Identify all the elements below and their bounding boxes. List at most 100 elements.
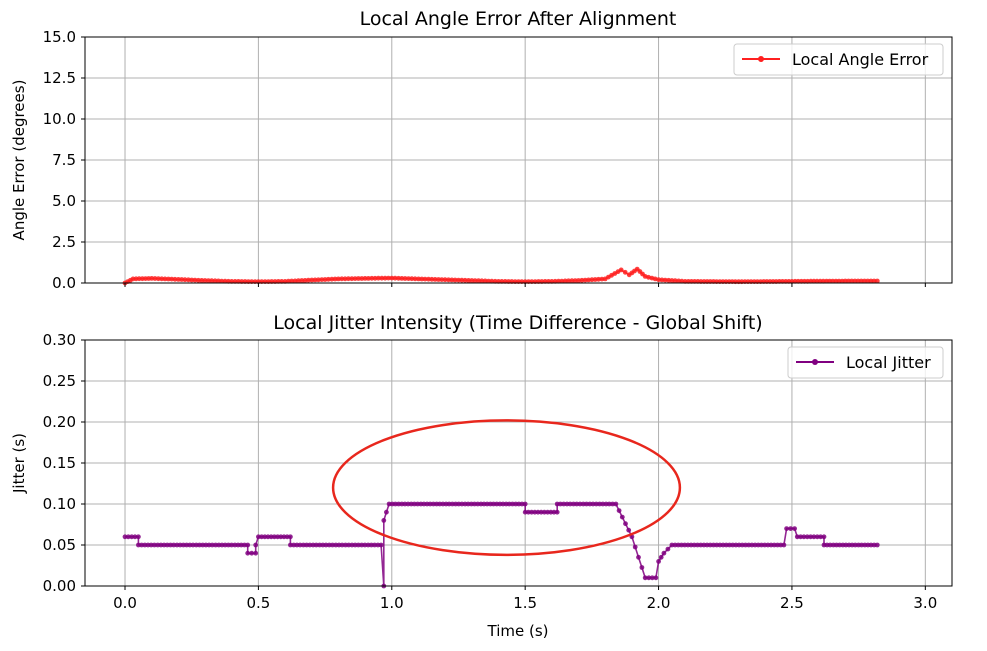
jitter-data-point (152, 542, 157, 548)
jitter-data-point (558, 501, 563, 507)
jitter-y-tick-label: 0.10 (43, 495, 76, 513)
jitter-data-point (626, 527, 632, 533)
jitter-data-point (313, 542, 319, 548)
angle-error-legend-box (733, 43, 944, 76)
jitter-x-tick-label: 0.5 (246, 594, 270, 612)
jitter-title: Local Jitter Intensity (Time Difference … (273, 312, 762, 334)
jitter-data-point (616, 508, 622, 513)
jitter-data-point (132, 534, 138, 540)
angle-error-data-point (622, 269, 628, 275)
jitter-y-ticks: 0.00 0.05 0.10 0.15 0.20 0.25 0.30 (43, 331, 85, 595)
jitter-data-point (561, 501, 567, 507)
jitter-legend-marker (812, 359, 818, 365)
highlight-ellipse-layer (331, 419, 682, 557)
jitter-data-point (610, 501, 615, 507)
jitter-data-point (584, 501, 589, 507)
angle-error-data-point (472, 278, 478, 283)
angle-error-data-point (336, 276, 341, 282)
angle-error-data-point (346, 276, 351, 282)
jitter-y-tick-label: 0.30 (43, 331, 76, 349)
jitter-data-point (600, 501, 606, 507)
jitter-data-point (821, 534, 827, 540)
jitter-data-point (245, 542, 251, 548)
jitter-y-label: Jitter (s) (10, 433, 28, 494)
angle-error-data-point (379, 275, 385, 281)
jitter-data-point (623, 521, 628, 527)
angle-error-data-point (422, 276, 428, 282)
jitter-data-point (288, 534, 293, 540)
angle-error-data-point (289, 278, 295, 284)
jitter-legend-box (787, 346, 944, 379)
angle-error-data-point (369, 275, 375, 281)
angle-error-y-tick-label: 7.5 (52, 151, 76, 169)
jitter-data-point (567, 501, 573, 507)
jitter-x-tick-label: 1.5 (513, 594, 537, 612)
angle-error-data-point (412, 276, 418, 282)
angle-error-data-point (452, 277, 458, 283)
jitter-data-point (253, 550, 259, 556)
jitter-data-point (384, 509, 389, 515)
jitter-x-tick-label: 3.0 (913, 594, 937, 612)
jitter-data-point (632, 544, 638, 550)
angle-error-data-point (209, 278, 215, 284)
angle-error-data-point (559, 278, 565, 284)
jitter-data-point (665, 546, 671, 552)
jitter-data-point (804, 534, 810, 540)
jitter-x-tick-label: 0.0 (113, 594, 137, 612)
angle-error-data-point (296, 278, 301, 284)
jitter-data-point (288, 542, 293, 548)
angle-error-data-point (376, 275, 381, 281)
jitter-data-point (190, 542, 196, 548)
jitter-data-point (356, 542, 361, 548)
angle-error-data-point (386, 275, 391, 281)
jitter-x-ticks: 0.0 0.5 1.0 1.5 2.0 2.5 3.0 (113, 586, 937, 612)
jitter-data-point (658, 554, 664, 560)
angle-error-y-ticks: 0.0 2.5 5.0 7.5 10.0 12.5 15.0 (43, 28, 85, 292)
angle-error-data-point (586, 277, 591, 283)
angle-error-y-tick-label: 10.0 (43, 110, 76, 128)
jitter-y-tick-label: 0.00 (43, 577, 76, 595)
jitter-data-point (297, 542, 303, 548)
jitter-data-point (362, 542, 368, 548)
jitter-data-point (613, 501, 619, 507)
jitter-data-point (590, 501, 596, 507)
jitter-data-point (346, 542, 352, 548)
angle-error-data-point (192, 277, 198, 283)
jitter-data-point (136, 534, 141, 540)
angle-error-data-point (362, 276, 368, 281)
jitter-data-point (381, 518, 387, 523)
angle-error-subplot: Local Angle Error After Alignment 0.0 2.5… (10, 8, 953, 292)
jitter-data-point (784, 526, 789, 531)
angle-error-data-point (339, 276, 345, 282)
jitter-data-point (249, 550, 255, 556)
angle-error-data-point (316, 277, 321, 283)
jitter-data-point (639, 565, 645, 570)
jitter-data-point (378, 542, 384, 548)
angle-error-y-tick-label: 2.5 (52, 233, 76, 251)
angle-error-data-point (306, 277, 311, 283)
angle-error-y-label: Angle Error (degrees) (10, 80, 28, 241)
angle-error-y-tick-label: 12.5 (43, 69, 76, 87)
jitter-data-point (781, 542, 787, 548)
jitter-x-tick-label: 2.0 (647, 594, 671, 612)
jitter-data-point (122, 534, 128, 540)
jitter-data-point (818, 534, 823, 540)
jitter-data-point (874, 542, 880, 548)
jitter-data-point (129, 534, 135, 540)
jitter-data-point (554, 509, 560, 515)
jitter-data-point (245, 550, 251, 556)
angle-error-data-point (152, 276, 158, 281)
jitter-x-tick-label: 1.0 (380, 594, 404, 612)
jitter-data-point (125, 534, 131, 540)
angle-error-legend-marker (758, 56, 764, 62)
jitter-data-point (229, 542, 235, 548)
jitter-data-point (330, 542, 335, 548)
angle-error-y-tick-label: 5.0 (52, 192, 76, 210)
jitter-data-point (811, 534, 817, 540)
jitter-y-tick-label: 0.20 (43, 413, 76, 431)
jitter-data-point (788, 526, 793, 531)
jitter-data-point (661, 550, 667, 556)
angle-error-data-point (356, 276, 361, 281)
angle-error-data-point (392, 275, 398, 281)
